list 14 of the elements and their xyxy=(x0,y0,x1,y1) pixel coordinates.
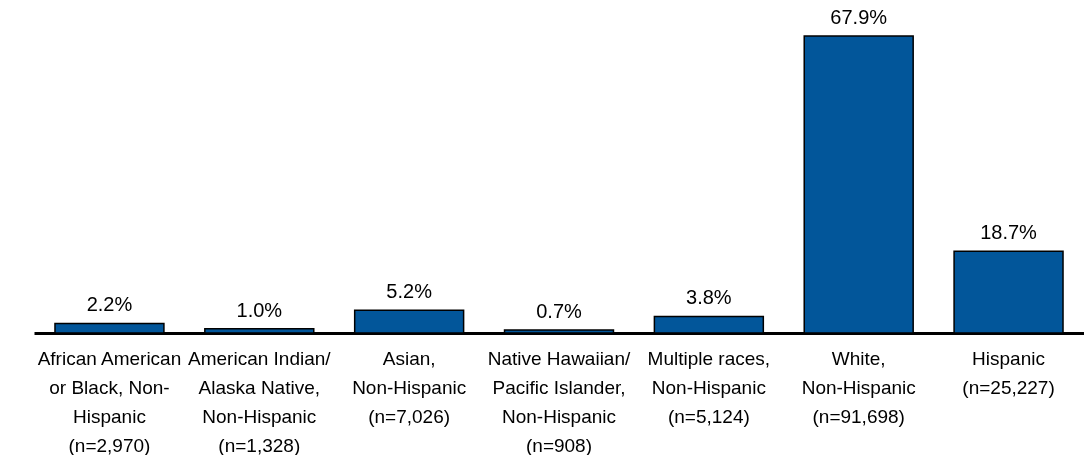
x-tick-label: Asian, Non-Hispanic (n=7,026) xyxy=(352,347,467,427)
x-tick-label: Hispanic (n=25,227) xyxy=(962,347,1055,398)
data-label: 1.0% xyxy=(236,298,283,321)
data-label: 5.2% xyxy=(386,280,433,303)
x-tick-label: American Indian/ Alaska Native, Non-Hispanic (n=1,328) xyxy=(188,347,332,456)
data-label: 0.7% xyxy=(536,299,583,322)
x-tick-label: African American or Black, Non- Hispanic (n=2,970) xyxy=(37,347,182,456)
data-label: 2.2% xyxy=(86,293,133,316)
x-tick-label: White, Non-Hispanic (n=91,698) xyxy=(801,347,916,427)
x-tick-label: Native Hawaiian/ Pacific Islander, Non-Hispanic (n=908) xyxy=(487,347,631,456)
data-label: 18.7% xyxy=(980,221,1038,244)
x-tick-label: Multiple races, Non-Hispanic (n=5,124) xyxy=(647,347,771,427)
data-label: 67.9% xyxy=(830,6,888,28)
data-label: 3.8% xyxy=(686,286,732,309)
